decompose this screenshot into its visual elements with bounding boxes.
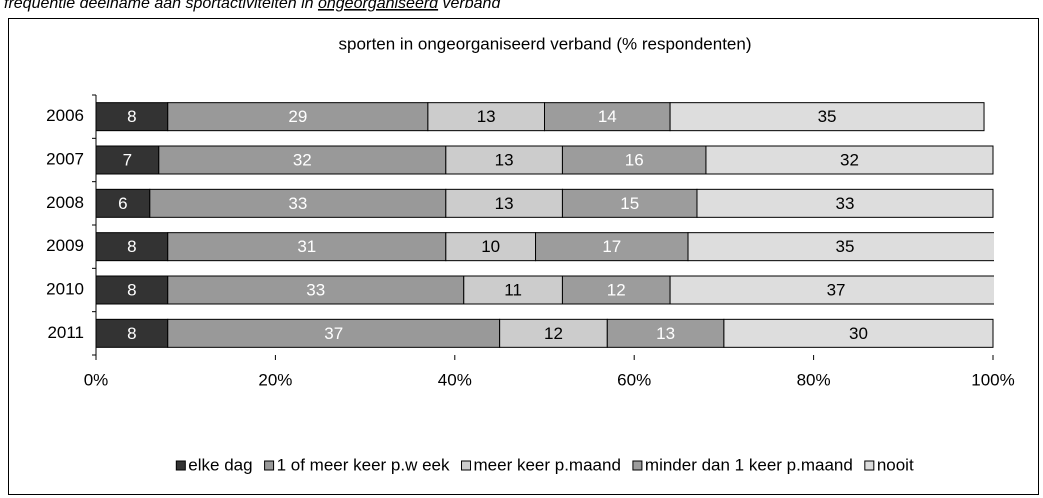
data-label: 35 xyxy=(818,107,837,126)
legend-label: minder dan 1 keer p.maand xyxy=(645,455,853,474)
bar-segment xyxy=(167,232,447,262)
legend-item: nooit xyxy=(864,455,914,474)
bar-segment xyxy=(96,145,160,175)
legend-label: meer keer p.maand xyxy=(474,455,621,474)
legend-label: 1 of meer keer p.w eek xyxy=(277,455,450,474)
bar-segment xyxy=(149,188,447,218)
data-label: 13 xyxy=(495,194,514,213)
legend-item: meer keer p.maand xyxy=(461,455,621,474)
legend-item: minder dan 1 keer p.maand xyxy=(632,455,853,474)
x-tick-label: 100% xyxy=(971,370,1014,389)
data-label: 29 xyxy=(288,107,307,126)
data-label: 13 xyxy=(656,324,675,343)
data-label: 17 xyxy=(602,237,621,256)
bar-segment xyxy=(445,232,537,262)
bar-segment xyxy=(96,232,169,262)
data-label: 12 xyxy=(544,324,563,343)
bars xyxy=(96,102,994,348)
data-label: 33 xyxy=(288,194,307,213)
legend-swatch xyxy=(632,460,643,471)
data-label: 8 xyxy=(127,237,136,256)
data-label: 33 xyxy=(306,280,325,299)
bar-segment xyxy=(696,188,994,218)
bar-segment xyxy=(96,318,169,348)
bar-segment xyxy=(167,102,429,132)
y-tick-label: 2006 xyxy=(46,106,84,125)
bar-segment xyxy=(561,275,671,305)
bar-segment xyxy=(723,318,994,348)
bar-segment xyxy=(445,145,563,175)
caption-text: frequentie deelname aan sportactiviteite… xyxy=(4,0,318,12)
bar-segment xyxy=(669,102,985,132)
x-tick-label: 20% xyxy=(258,370,292,389)
data-label: 8 xyxy=(127,280,136,299)
y-tick-label: 2008 xyxy=(46,193,84,212)
data-label: 6 xyxy=(118,194,127,213)
y-tick-label: 2009 xyxy=(46,236,84,255)
bar-segment xyxy=(167,275,465,305)
data-label: 37 xyxy=(324,324,343,343)
legend-swatch xyxy=(864,460,875,471)
bar-segment xyxy=(427,102,546,132)
bar-segment xyxy=(96,275,169,305)
y-tick-label: 2007 xyxy=(46,149,84,168)
y-tick-label: 2011 xyxy=(47,323,84,342)
legend-label: nooit xyxy=(877,455,914,474)
data-label: 30 xyxy=(849,324,868,343)
legend-swatch xyxy=(461,460,472,471)
x-tick-label: 80% xyxy=(797,370,831,389)
x-tick-label: 0% xyxy=(84,370,109,389)
bar-segment xyxy=(705,145,994,175)
legend-swatch xyxy=(264,460,275,471)
data-label: 31 xyxy=(297,237,316,256)
bar-segment xyxy=(687,232,994,262)
data-label: 16 xyxy=(625,150,644,169)
caption-text: verband xyxy=(438,0,501,12)
bar-segment xyxy=(96,188,151,218)
data-label: 32 xyxy=(293,150,312,169)
data-label: 13 xyxy=(477,107,496,126)
chart-title: sporten in ongeorganiseerd verband (% re… xyxy=(339,34,752,53)
data-label: 11 xyxy=(504,280,522,299)
data-label: 35 xyxy=(836,237,855,256)
caption-underlined: ongeorganiseerd xyxy=(318,0,439,12)
data-label: 14 xyxy=(598,107,617,126)
data-label: 33 xyxy=(836,194,855,213)
data-label: 8 xyxy=(127,107,136,126)
data-label: 10 xyxy=(481,237,500,256)
data-label: 7 xyxy=(123,150,132,169)
legend-item: 1 of meer keer p.w eek xyxy=(264,455,450,474)
bar-segment xyxy=(167,318,501,348)
y-tick-label: 2010 xyxy=(46,279,84,298)
bar-segment xyxy=(669,275,994,305)
legend-swatch xyxy=(175,460,186,471)
legend-item: elke dag xyxy=(175,455,253,474)
bar-segment xyxy=(445,188,563,218)
x-tick-label: 40% xyxy=(438,370,472,389)
data-label: 15 xyxy=(620,194,639,213)
bar-segment xyxy=(535,232,689,262)
data-label: 8 xyxy=(127,324,136,343)
chart-frame xyxy=(8,18,1039,495)
data-label: 13 xyxy=(495,150,514,169)
data-label: 37 xyxy=(827,280,846,299)
legend-label: elke dag xyxy=(188,455,252,474)
x-tick-label: 60% xyxy=(617,370,651,389)
data-label: 32 xyxy=(840,150,859,169)
data-label: 12 xyxy=(607,280,626,299)
caption: frequentie deelname aan sportactiviteite… xyxy=(4,0,501,12)
